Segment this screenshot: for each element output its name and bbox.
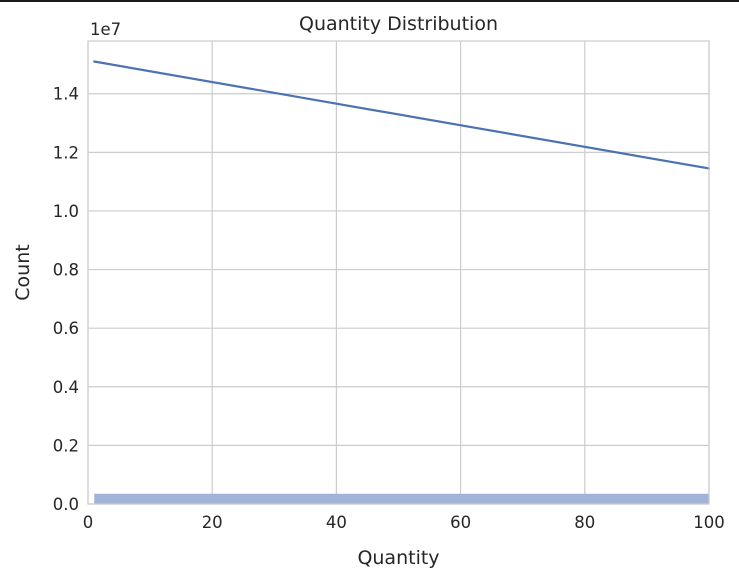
y-tick-label: 0.2 bbox=[53, 436, 79, 455]
y-tick-label: 0.4 bbox=[53, 378, 79, 397]
y-tick-label: 0.6 bbox=[53, 319, 79, 338]
y-tick-label: 0.0 bbox=[53, 495, 79, 514]
x-tick-label: 100 bbox=[693, 513, 725, 532]
y-tick-label: 1.0 bbox=[53, 202, 79, 221]
y-tick-label: 1.2 bbox=[53, 143, 79, 162]
histogram-bar bbox=[94, 493, 709, 504]
plot-area bbox=[88, 41, 709, 504]
x-axis-ticks: 0 20 40 60 80 100 bbox=[83, 513, 725, 532]
series-lines bbox=[93, 60, 711, 170]
x-tick-label: 40 bbox=[326, 513, 347, 532]
y-tick-label: 0.8 bbox=[53, 261, 79, 280]
x-tick-label: 80 bbox=[574, 513, 595, 532]
x-tick-label: 0 bbox=[83, 513, 94, 532]
x-tick-label: 60 bbox=[450, 513, 471, 532]
y-axis-label: Count bbox=[12, 244, 34, 300]
chart-title: Quantity Distribution bbox=[299, 13, 498, 35]
top-border bbox=[0, 0, 739, 2]
x-tick-label: 20 bbox=[202, 513, 223, 532]
y-axis-ticks: 0.0 0.2 0.4 0.6 0.8 1.0 1.2 1.4 bbox=[53, 85, 79, 514]
x-axis-label: Quantity bbox=[357, 547, 439, 569]
histogram-bars bbox=[94, 493, 709, 504]
plot-frame bbox=[87, 40, 710, 505]
y-axis-offset-label: 1e7 bbox=[90, 20, 121, 39]
y-tick-label: 1.4 bbox=[53, 85, 79, 104]
series-line bbox=[93, 60, 711, 170]
